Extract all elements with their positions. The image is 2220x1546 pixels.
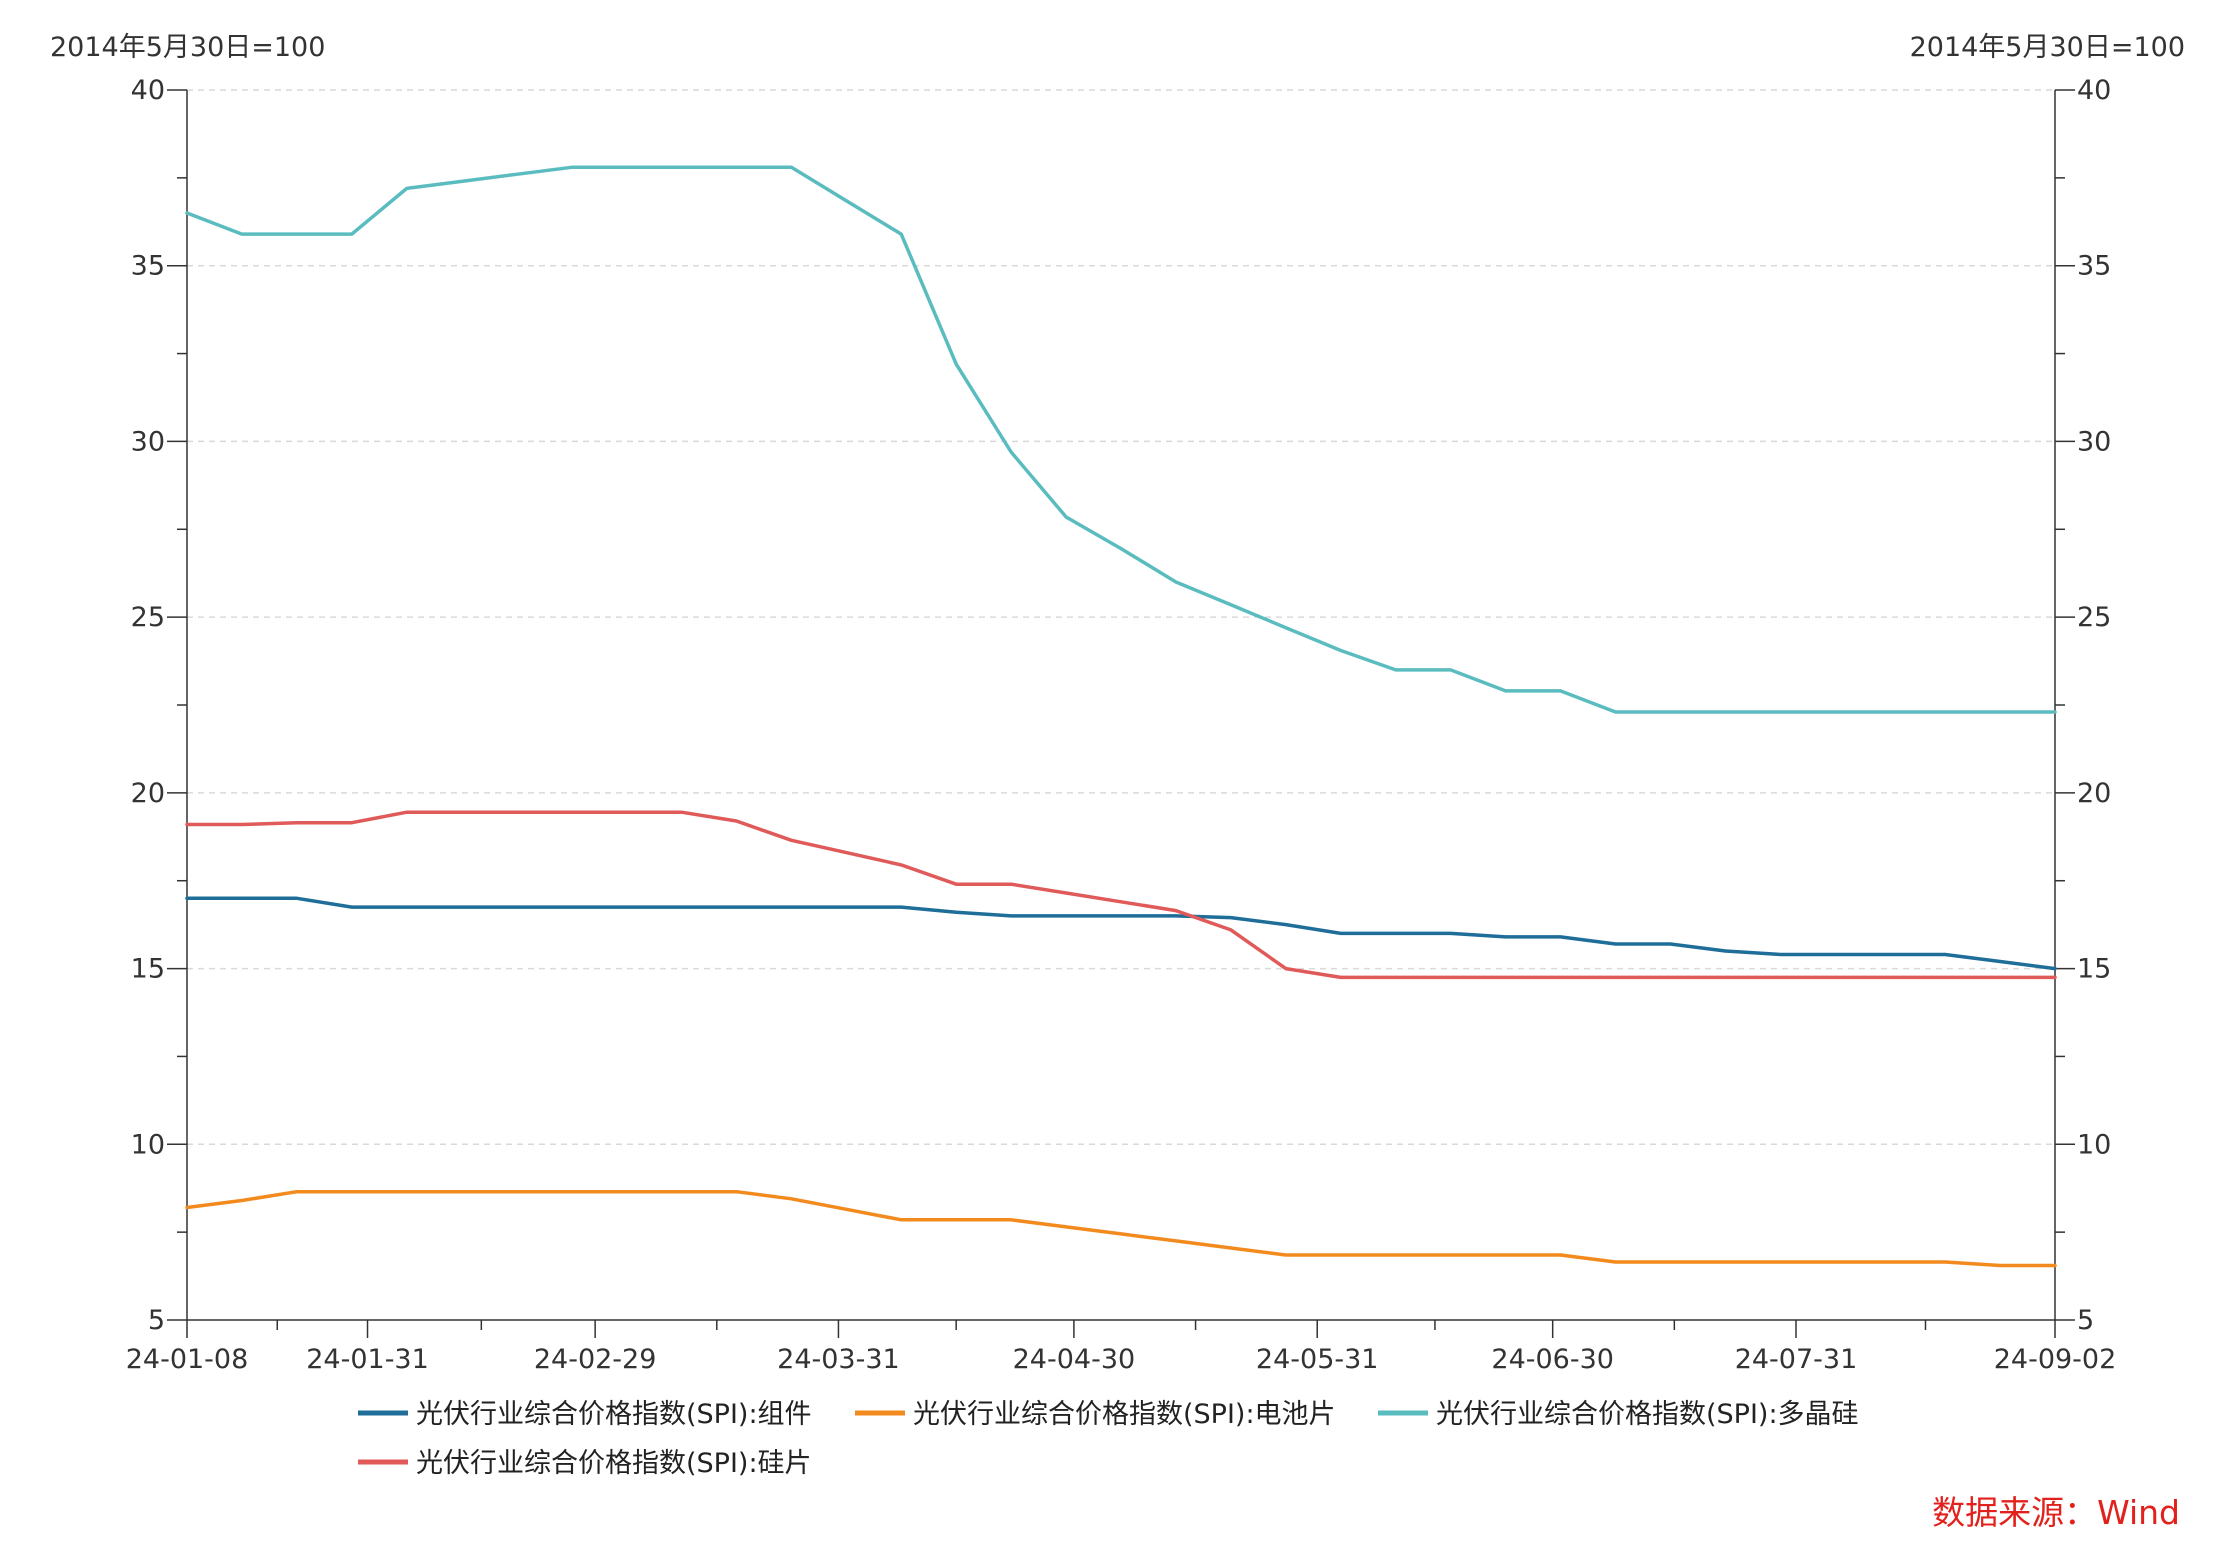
y-tick-label-left: 25 bbox=[131, 602, 165, 633]
axes: 5 5 10 10 15 15 20 20 25 25 30 30 35 35 40 40 24-01-08 24… bbox=[126, 75, 2117, 1375]
y-tick-label-right: 40 bbox=[2077, 75, 2111, 106]
y-tick-label-right: 30 bbox=[2077, 426, 2111, 457]
y-tick-label-left: 40 bbox=[131, 75, 165, 106]
x-tick-label: 24-04-30 bbox=[1013, 1344, 1136, 1375]
x-tick-label: 24-01-08 bbox=[126, 1344, 249, 1375]
legend-label-0: 光伏行业综合价格指数(SPI):组件 bbox=[416, 1399, 812, 1430]
series-line-1 bbox=[185, 1189, 2057, 1268]
y-tick-label-right: 10 bbox=[2077, 1129, 2111, 1160]
x-tick-label: 24-05-31 bbox=[1256, 1344, 1379, 1375]
y-tick-label-left: 30 bbox=[131, 426, 165, 457]
y-tick-label-left: 15 bbox=[131, 954, 165, 985]
series-line-2 bbox=[185, 165, 2057, 714]
series-lines bbox=[185, 165, 2057, 1268]
right-axis-unit: 2014年5月30日=100 bbox=[1910, 32, 2185, 63]
y-tick-label-left: 35 bbox=[131, 251, 165, 282]
grid-lines bbox=[187, 89, 2055, 1146]
left-axis-unit: 2014年5月30日=100 bbox=[50, 32, 325, 63]
legend: 光伏行业综合价格指数(SPI):组件 光伏行业综合价格指数(SPI):电池片 光伏行… bbox=[358, 1399, 1859, 1479]
legend-label-1: 光伏行业综合价格指数(SPI):电池片 bbox=[913, 1399, 1336, 1430]
y-tick-label-right: 15 bbox=[2077, 954, 2111, 985]
x-tick-label: 24-02-29 bbox=[534, 1344, 657, 1375]
source-note: 数据来源：Wind bbox=[1932, 1493, 2180, 1532]
legend-label-2: 光伏行业综合价格指数(SPI):多晶硅 bbox=[1436, 1399, 1859, 1430]
series-line-3 bbox=[185, 810, 2057, 980]
y-tick-label-right: 35 bbox=[2077, 251, 2111, 282]
y-tick-label-left: 5 bbox=[148, 1305, 165, 1336]
y-tick-label-right: 25 bbox=[2077, 602, 2111, 633]
y-tick-label-right: 5 bbox=[2077, 1305, 2094, 1336]
series-line-0 bbox=[185, 896, 2057, 971]
x-tick-label: 24-07-31 bbox=[1735, 1344, 1858, 1375]
x-tick-label: 24-01-31 bbox=[306, 1344, 429, 1375]
x-tick-label: 24-06-30 bbox=[1491, 1344, 1614, 1375]
legend-label-3: 光伏行业综合价格指数(SPI):硅片 bbox=[416, 1448, 812, 1479]
x-tick-label: 24-09-02 bbox=[1994, 1344, 2117, 1375]
x-tick-label: 24-03-31 bbox=[777, 1344, 900, 1375]
y-tick-label-left: 20 bbox=[131, 778, 165, 809]
y-tick-label-right: 20 bbox=[2077, 778, 2111, 809]
y-tick-label-left: 10 bbox=[131, 1129, 165, 1160]
